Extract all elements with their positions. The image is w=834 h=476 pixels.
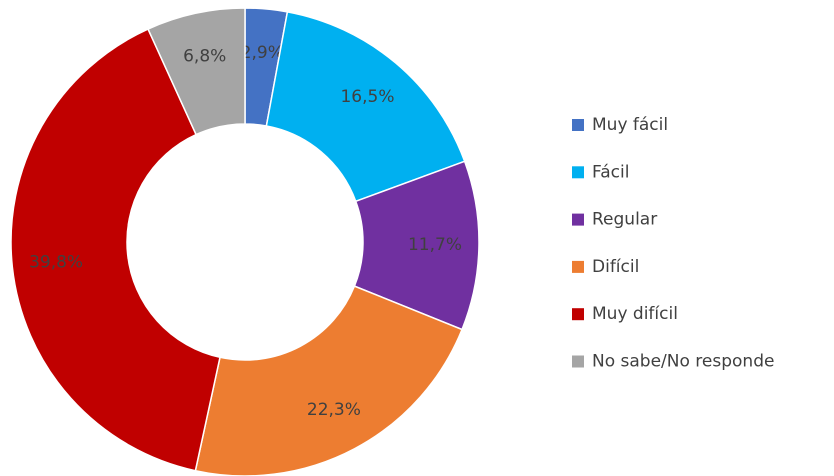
data-label: 6,8%	[183, 46, 226, 66]
data-label: 2,9%	[241, 43, 284, 63]
donut-slice	[265, 10, 466, 203]
legend-swatch	[572, 308, 584, 321]
legend-label: Difícil	[592, 257, 639, 277]
donut-slice	[194, 285, 463, 476]
legend-swatch	[572, 355, 584, 368]
legend-swatch	[572, 166, 584, 179]
data-label: 22,3%	[307, 400, 361, 420]
legend-label: Regular	[592, 210, 657, 230]
data-label: 16,5%	[340, 87, 394, 107]
legend-label: Fácil	[592, 162, 629, 182]
legend-swatch	[572, 260, 584, 273]
legend-label: No sabe/No responde	[592, 352, 774, 372]
legend-label: Muy difícil	[592, 304, 678, 324]
legend-label: Muy fácil	[592, 115, 668, 135]
data-label: 39,8%	[29, 252, 83, 272]
legend-swatch	[572, 119, 584, 131]
donut-slice	[147, 7, 246, 136]
legend-swatch	[572, 213, 584, 226]
donut-slice	[10, 28, 221, 472]
data-label: 11,7%	[408, 235, 462, 255]
